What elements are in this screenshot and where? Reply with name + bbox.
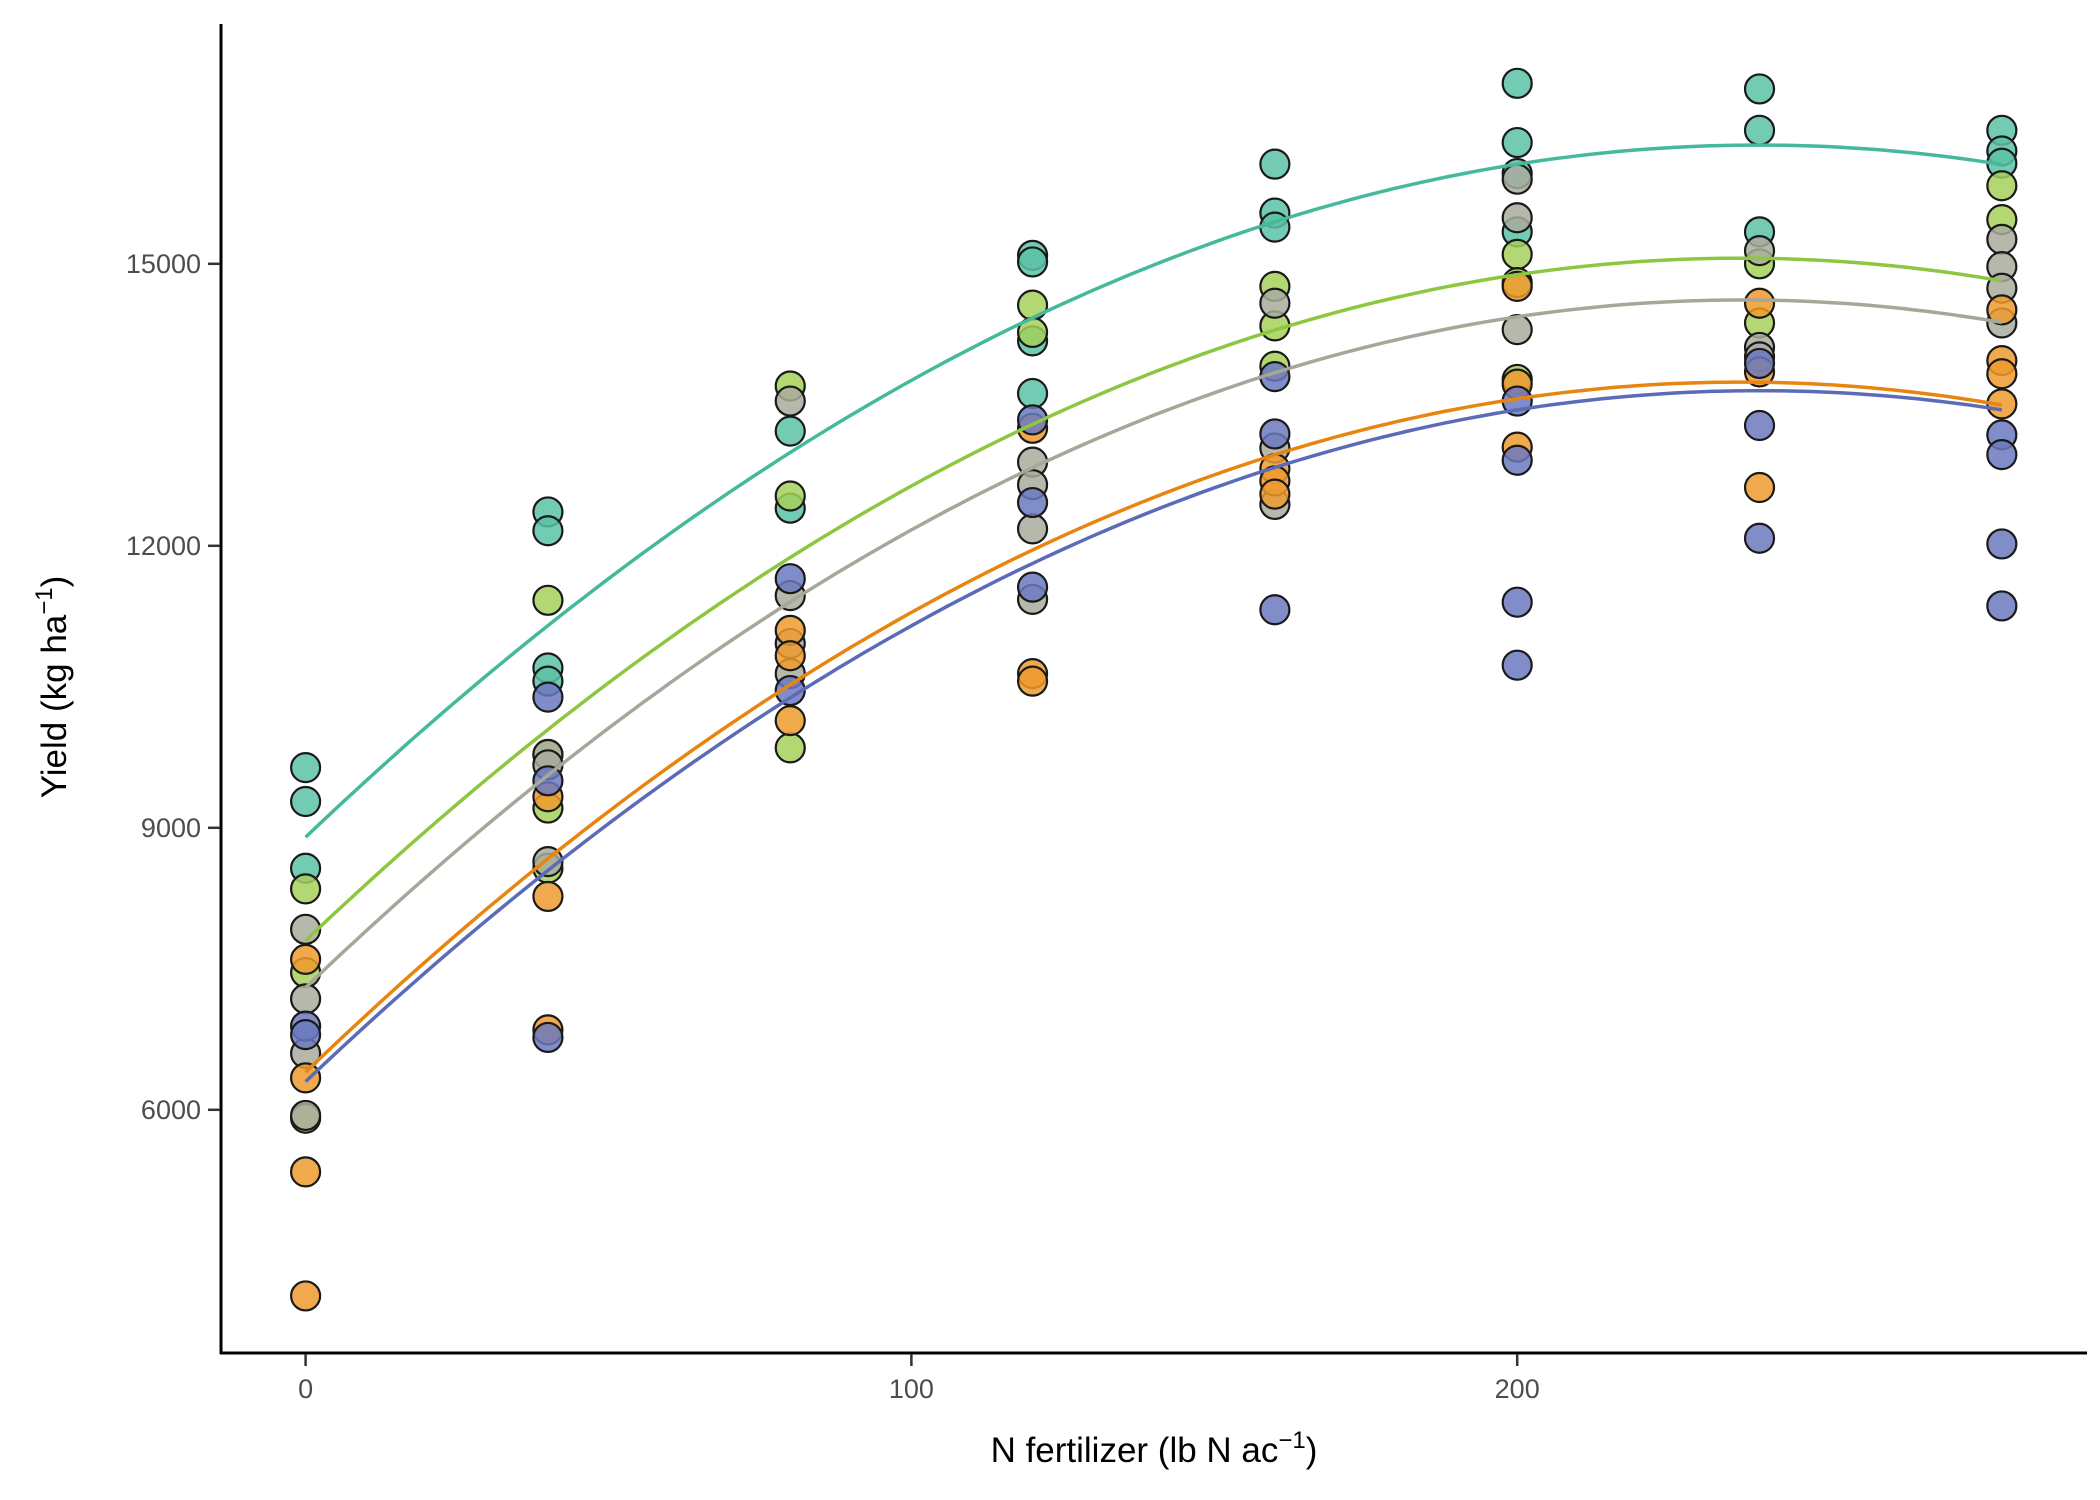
point-teal [774, 415, 806, 447]
point-teal [1501, 126, 1533, 159]
point-green [1986, 170, 2018, 202]
fitted-curves [304, 143, 2003, 1083]
point-orange [774, 640, 806, 672]
point-blue [1016, 486, 1049, 519]
point-orange [532, 880, 564, 913]
point-blue [1743, 409, 1776, 442]
point-blue [532, 1021, 564, 1054]
point-blue [1743, 522, 1776, 554]
point-teal [1501, 67, 1533, 99]
data-points [290, 67, 2018, 1312]
point-blue [1259, 594, 1291, 626]
point-blue [1986, 439, 2018, 471]
point-grey [1743, 235, 1776, 267]
point-orange [290, 1156, 322, 1188]
x-axis-title: N fertilizer (lb N ac−1) [991, 1427, 1318, 1470]
point-teal [1743, 73, 1776, 105]
point-blue [1501, 586, 1533, 618]
x-tick-label: 0 [298, 1374, 313, 1404]
point-grey [1501, 202, 1533, 234]
y-tick-label: 15000 [126, 249, 201, 279]
point-grey [1259, 287, 1291, 319]
point-blue [532, 765, 564, 797]
point-green [774, 480, 806, 512]
point-grey [290, 1099, 322, 1132]
y-tick-label: 9000 [141, 813, 201, 843]
point-orange [1986, 294, 2018, 326]
point-blue [1986, 590, 2018, 622]
point-blue [1501, 444, 1533, 476]
point-orange [1259, 478, 1291, 510]
point-green [774, 732, 806, 764]
y-axis-ticks: 6000 9000 12000 15000 [126, 249, 220, 1125]
point-orange [290, 1062, 322, 1094]
fit-curve-grey [304, 298, 2003, 989]
point-green [290, 873, 322, 905]
point-green [1501, 238, 1533, 270]
point-grey [1501, 163, 1533, 195]
point-blue [1743, 347, 1776, 380]
fit-curve-orange [304, 380, 2003, 1074]
fit-curve-green [304, 256, 2003, 942]
point-teal [1016, 377, 1049, 410]
point-blue [290, 1018, 322, 1051]
point-orange [1501, 270, 1533, 302]
point-teal [1259, 148, 1291, 180]
x-tick-label: 200 [1495, 1374, 1540, 1404]
y-axis-title: Yield (kg ha−1) [31, 576, 74, 799]
point-grey [290, 983, 322, 1015]
y-tick-label: 6000 [141, 1095, 201, 1125]
point-blue [774, 563, 806, 595]
point-blue [1986, 528, 2018, 560]
point-orange [1743, 287, 1776, 319]
point-grey [774, 385, 806, 417]
point-teal [1016, 246, 1049, 278]
x-tick-label: 100 [889, 1374, 934, 1404]
point-teal [290, 785, 322, 818]
point-orange [290, 943, 322, 976]
point-teal [290, 752, 322, 784]
point-green [1016, 289, 1049, 321]
point-blue [1259, 418, 1291, 450]
point-blue [532, 681, 564, 713]
fit-curve-teal [304, 143, 2003, 839]
point-green [532, 584, 564, 616]
point-orange [1986, 358, 2018, 390]
point-teal [1743, 114, 1776, 146]
point-orange [290, 1280, 322, 1312]
x-axis-ticks: 0 100 200 [298, 1354, 1540, 1404]
point-orange [1743, 471, 1776, 504]
point-blue [1016, 571, 1049, 603]
point-orange [774, 705, 806, 737]
point-blue [1501, 649, 1533, 681]
point-teal [532, 515, 564, 547]
fit-curve-blue [304, 388, 2003, 1083]
point-grey [1016, 513, 1049, 545]
y-tick-label: 12000 [126, 531, 201, 561]
point-orange [1016, 665, 1049, 697]
point-grey [1986, 223, 2018, 255]
